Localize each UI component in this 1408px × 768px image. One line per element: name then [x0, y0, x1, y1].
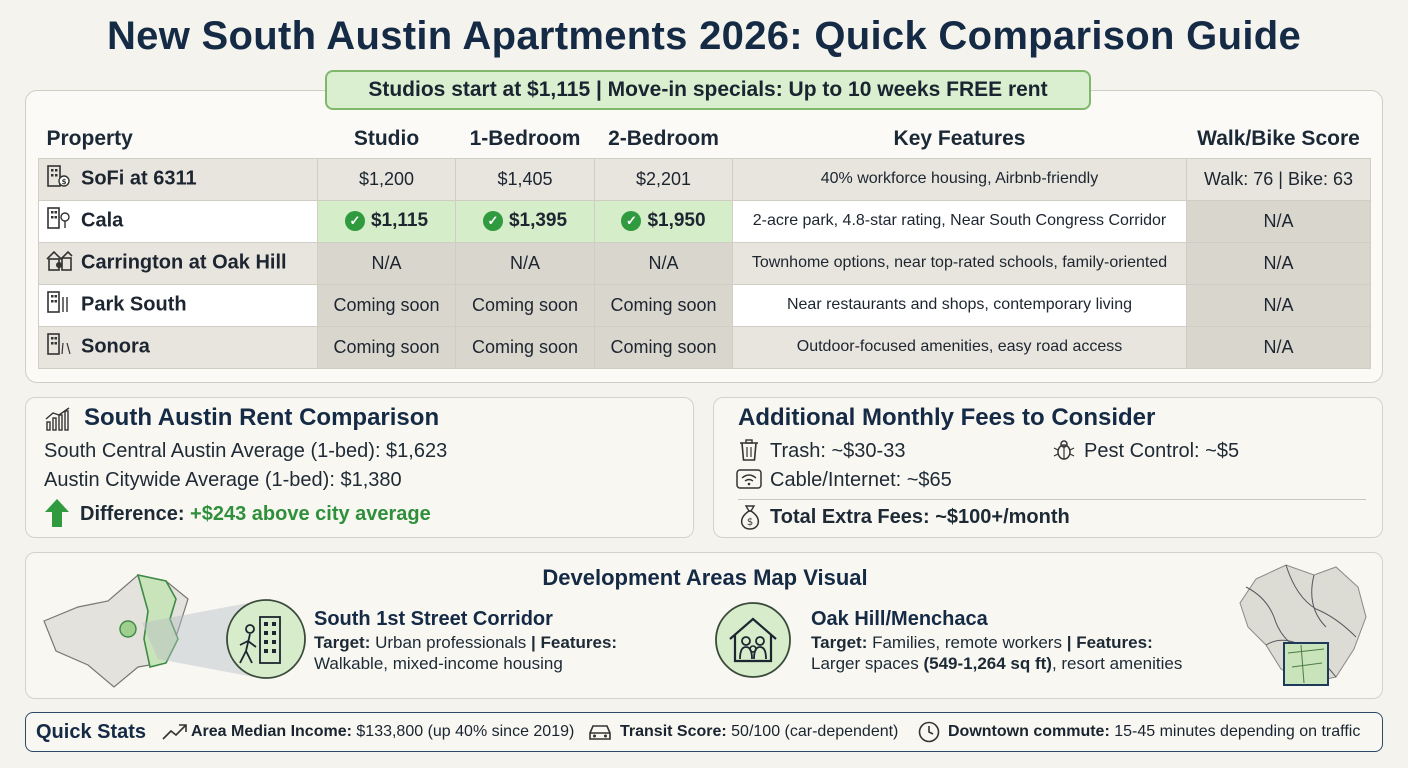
- walk-bike-score: Walk: 76 | Bike: 63: [1186, 157, 1371, 201]
- difference-value: +$243 above city average: [190, 503, 431, 525]
- two-bed-price: N/A: [594, 241, 733, 285]
- clock-icon: [918, 721, 940, 748]
- table-header-row: Property Studio 1-Bedroom 2-Bedroom Key …: [39, 120, 1371, 158]
- quick-stats-bar: Quick Stats Area Median Income: $133,800…: [25, 712, 1383, 752]
- cable-internet-fee: Cable/Internet: ~$65: [770, 469, 952, 491]
- bug-icon: [1052, 438, 1076, 467]
- development-map-panel: Development Areas Map Visual South 1st S…: [25, 552, 1383, 699]
- walk-bike-score: N/A: [1186, 325, 1371, 369]
- property-name: Carrington at Oak Hill: [81, 251, 287, 274]
- header-property: Property: [46, 126, 133, 150]
- median-income-stat: Area Median Income: $133,800 (up 40% sin…: [191, 723, 575, 740]
- property-cell: Carrington at Oak Hill: [38, 241, 318, 285]
- car-icon: [587, 722, 613, 747]
- arrow-up-icon: [44, 498, 70, 533]
- page-title: New South Austin Apartments 2026: Quick …: [106, 14, 1302, 58]
- property-name: Cala: [81, 209, 124, 232]
- trash-icon: [738, 438, 760, 467]
- rent-heading: South Austin Rent Comparison: [84, 404, 440, 431]
- one-bed-price: Coming soon: [455, 283, 595, 327]
- wifi-router-icon: [736, 468, 762, 495]
- header-key-features: Key Features: [893, 126, 1026, 150]
- studio-price: N/A: [317, 241, 456, 285]
- svg-text:$: $: [747, 517, 753, 528]
- building-road-icon: [45, 331, 73, 363]
- one-bed-price: Coming soon: [455, 325, 595, 369]
- key-features: 2-acre park, 4.8-star rating, Near South…: [732, 199, 1187, 243]
- property-name: SoFi at 6311: [81, 167, 197, 190]
- one-bed-price: $1,405: [455, 157, 595, 201]
- one-bed-price: N/A: [455, 241, 595, 285]
- fees-divider: [738, 499, 1366, 500]
- area2-features: Larger spaces (549-1,264 sq ft), resort …: [811, 654, 1183, 673]
- south-central-average: South Central Austin Average (1-bed): $1…: [44, 440, 448, 462]
- two-bed-price: Coming soon: [594, 283, 733, 327]
- citywide-average: Austin Citywide Average (1-bed): $1,380: [44, 469, 402, 491]
- map-heading: Development Areas Map Visual: [542, 565, 868, 590]
- table-row: Cala ✓ $1,115 ✓ $1,395 ✓ $1,950 2-acre park…: [38, 199, 1371, 243]
- header-studio: Studio: [353, 126, 420, 150]
- property-cell: Sonora: [38, 325, 318, 369]
- header-1-bedroom: 1-Bedroom: [469, 126, 581, 150]
- fees-heading: Additional Monthly Fees to Consider: [738, 404, 1156, 431]
- studio-price: Coming soon: [317, 325, 456, 369]
- table-row: Sonora Coming soon Coming soon Coming so…: [38, 325, 1371, 369]
- walk-bike-score: N/A: [1186, 199, 1371, 243]
- walk-bike-score: N/A: [1186, 283, 1371, 327]
- table-row: Park South Coming soon Coming soon Comin…: [38, 283, 1371, 327]
- two-bed-price: ✓ $1,950: [594, 199, 733, 243]
- check-icon: ✓: [344, 210, 365, 231]
- comparison-table: Property Studio 1-Bedroom 2-Bedroom Key …: [38, 120, 1371, 369]
- property-cell: $ SoFi at 6311: [38, 157, 318, 201]
- table-row: $ SoFi at 6311 $1,200 $1,405 $2,201 40% …: [38, 157, 1371, 201]
- key-features: Townhome options, near top-rated schools…: [732, 241, 1187, 285]
- header-walk-bike-score: Walk/Bike Score: [1197, 126, 1360, 150]
- walk-bike-score: N/A: [1186, 241, 1371, 285]
- area2-target-line: Target: Families, remote workers | Featu…: [811, 633, 1153, 652]
- oak-hill-map-graphic: [1226, 557, 1376, 702]
- south-austin-map-graphic: [38, 559, 318, 698]
- money-bag-icon: $: [738, 504, 762, 535]
- property-cell: Cala: [38, 199, 318, 243]
- fees-panel: Additional Monthly Fees to Consider Tras…: [713, 397, 1383, 538]
- property-name: Park South: [81, 293, 187, 316]
- area1-title: South 1st Street Corridor: [314, 608, 553, 630]
- total-fees: Total Extra Fees: ~$100+/month: [770, 506, 1070, 528]
- two-bed-price: Coming soon: [594, 325, 733, 369]
- transit-score-stat: Transit Score: 50/100 (car-dependent): [620, 723, 899, 740]
- studio-price: Coming soon: [317, 283, 456, 327]
- key-features: Near restaurants and shops, contemporary…: [732, 283, 1187, 327]
- building-dollar-icon: $: [45, 163, 73, 195]
- studio-price: ✓ $1,115: [317, 199, 456, 243]
- property-cell: Park South: [38, 283, 318, 327]
- specials-banner: Studios start at $1,115 | Move-in specia…: [325, 70, 1091, 110]
- downtown-commute-stat: Downtown commute: 15-45 minutes dependin…: [948, 723, 1361, 740]
- studio-price: $1,200: [317, 157, 456, 201]
- check-icon: ✓: [621, 210, 642, 231]
- property-name: Sonora: [81, 335, 150, 358]
- family-home-icon: [714, 601, 792, 684]
- header-2-bedroom: 2-Bedroom: [608, 126, 719, 150]
- key-features: 40% workforce housing, Airbnb-friendly: [732, 157, 1187, 201]
- key-features: Outdoor-focused amenities, easy road acc…: [732, 325, 1187, 369]
- svg-text:$: $: [62, 178, 67, 186]
- quick-stats-label: Quick Stats: [36, 721, 147, 743]
- one-bed-price: ✓ $1,395: [455, 199, 595, 243]
- area1-features: Walkable, mixed-income housing: [314, 654, 563, 673]
- pest-control-fee: Pest Control: ~$5: [1084, 440, 1240, 462]
- two-bed-price: $2,201: [594, 157, 733, 201]
- building-tree-icon: [45, 205, 73, 237]
- difference-row: Difference: +$243 above city average: [80, 503, 431, 526]
- area2-title: Oak Hill/Menchaca: [811, 608, 988, 630]
- chart-growth-icon: [44, 406, 72, 437]
- rent-comparison-panel: South Austin Rent Comparison South Centr…: [25, 397, 694, 538]
- townhome-icon: [45, 247, 73, 279]
- table-row: Carrington at Oak Hill N/A N/A N/A Townh…: [38, 241, 1371, 285]
- area1-target-line: Target: Urban professionals | Features:: [314, 633, 618, 652]
- trend-up-icon: [162, 723, 188, 746]
- trash-fee: Trash: ~$30-33: [770, 440, 906, 462]
- check-icon: ✓: [482, 210, 503, 231]
- difference-label: Difference:: [80, 503, 185, 525]
- building-shop-icon: [45, 289, 73, 321]
